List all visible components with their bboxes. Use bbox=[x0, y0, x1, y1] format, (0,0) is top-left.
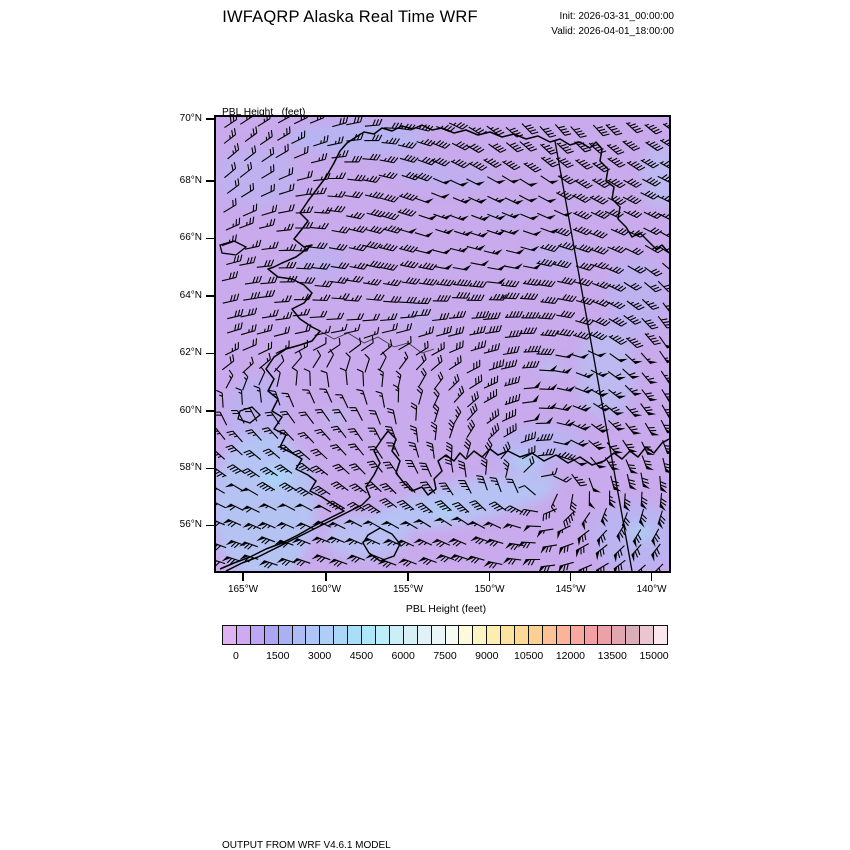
colorbar-cell bbox=[487, 626, 502, 644]
x-axis-tick-label: 145°W bbox=[555, 584, 586, 595]
colorbar-cell bbox=[654, 626, 667, 644]
colorbar-cell bbox=[306, 626, 321, 644]
colorbar-cell bbox=[640, 626, 655, 644]
y-axis-tick-label: 56°N bbox=[179, 519, 202, 530]
colorbar-tick-label: 1500 bbox=[266, 650, 290, 662]
colorbar-cell bbox=[556, 626, 571, 644]
colorbar-cell bbox=[542, 626, 557, 644]
x-axis-tick bbox=[488, 571, 491, 581]
colorbar-cell bbox=[584, 626, 599, 644]
colorbar-tick-label: 6000 bbox=[391, 650, 415, 662]
field-caption-line1: PBL Height (feet) bbox=[222, 107, 306, 118]
y-axis-tick bbox=[206, 467, 216, 470]
y-axis-tick bbox=[206, 352, 216, 355]
y-axis-tick bbox=[206, 118, 216, 120]
colorbar-cell bbox=[403, 626, 418, 644]
valid-time-label: Valid: 2026-04-01_18:00:00 bbox=[551, 25, 674, 37]
colorbar-tick-label: 9000 bbox=[475, 650, 499, 662]
colorbar-cell bbox=[223, 626, 237, 644]
colorbar-tick-label: 12000 bbox=[555, 650, 586, 662]
colorbar-cell bbox=[570, 626, 585, 644]
colorbar-cell bbox=[626, 626, 641, 644]
wind-barb-flags bbox=[216, 179, 669, 571]
y-axis-tick-label: 66°N bbox=[179, 232, 202, 243]
footer-annotation: OUTPUT FROM WRF V4.6.1 MODEL WE = 225 ; … bbox=[222, 815, 615, 850]
pbl-shading-patches bbox=[216, 123, 669, 571]
colorbar-cell bbox=[431, 626, 446, 644]
colorbar-cell bbox=[362, 626, 376, 644]
colorbar-tick-label: 15000 bbox=[639, 650, 669, 662]
colorbar-tick-label: 7500 bbox=[433, 650, 457, 662]
y-axis-tick bbox=[206, 237, 216, 240]
colorbar-cell bbox=[264, 626, 279, 644]
colorbar-cell bbox=[320, 626, 335, 644]
colorbar-cell bbox=[417, 626, 432, 644]
map-plot-area bbox=[214, 115, 671, 573]
x-axis-tick-label: 150°W bbox=[474, 584, 505, 595]
colorbar-tick-label: 13500 bbox=[597, 650, 627, 662]
colorbar-cell bbox=[515, 626, 529, 644]
colorbar-cell bbox=[389, 626, 404, 644]
x-axis-caption: PBL Height (feet) bbox=[405, 603, 487, 615]
wind-barbs-layer bbox=[216, 117, 669, 571]
colorbar-cell bbox=[334, 626, 349, 644]
colorbar-cell bbox=[598, 626, 613, 644]
y-axis-tick-label: 58°N bbox=[179, 462, 202, 473]
colorbar-cell bbox=[292, 626, 307, 644]
y-axis-tick-label: 60°N bbox=[179, 404, 202, 416]
y-axis-tick-label: 70°N bbox=[179, 112, 202, 124]
colorbar-tick-label: 10500 bbox=[514, 650, 544, 662]
x-axis-tick-label: 155°W bbox=[392, 584, 424, 595]
colorbar-cell bbox=[612, 626, 627, 644]
page-title: IWFAQRP Alaska Real Time WRF bbox=[222, 8, 478, 26]
colorbar-tick-label: 4500 bbox=[349, 650, 374, 662]
x-axis-tick bbox=[325, 571, 327, 581]
y-axis-tick bbox=[206, 295, 216, 297]
colorbar-cell bbox=[348, 626, 363, 644]
colorbar-cell bbox=[473, 626, 488, 644]
colorbar-cell bbox=[459, 626, 474, 644]
colorbar-cell bbox=[528, 626, 543, 644]
x-axis-tick bbox=[569, 571, 572, 581]
colorbar-tick-label: 0 bbox=[233, 650, 239, 662]
map-canvas bbox=[216, 117, 669, 571]
colorbar-cell bbox=[278, 626, 293, 644]
colorbar-cell bbox=[501, 626, 516, 644]
x-axis-tick-label: 160°W bbox=[310, 584, 342, 595]
colorbar-cell bbox=[445, 626, 460, 644]
colorbar-cell bbox=[236, 626, 251, 644]
init-time-label: Init: 2026-03-31_00:00:00 bbox=[559, 11, 674, 22]
x-axis-tick bbox=[650, 571, 653, 581]
y-axis-tick bbox=[206, 410, 216, 412]
y-axis-tick-label: 64°N bbox=[179, 289, 202, 301]
run-info: Init: 2026-03-31_00:00:00 Valid: 2026-04… bbox=[460, 10, 674, 39]
canada-border-line bbox=[554, 140, 633, 571]
x-axis-tick bbox=[242, 571, 244, 581]
colorbar-tick-label: 3000 bbox=[307, 650, 332, 662]
x-axis-tick-label: 140°W bbox=[636, 584, 667, 595]
colorbar bbox=[222, 625, 668, 645]
y-axis-tick bbox=[206, 180, 216, 182]
y-axis-tick-label: 68°N bbox=[179, 174, 202, 186]
colorbar-cell bbox=[250, 626, 265, 644]
y-axis-tick-label: 62°N bbox=[179, 347, 202, 358]
footer-line1: OUTPUT FROM WRF V4.6.1 MODEL bbox=[222, 840, 391, 850]
colorbar-cell bbox=[375, 626, 390, 644]
x-axis-tick-label: 165°W bbox=[227, 584, 259, 595]
x-axis-tick bbox=[407, 571, 409, 581]
y-axis-tick bbox=[206, 524, 216, 527]
